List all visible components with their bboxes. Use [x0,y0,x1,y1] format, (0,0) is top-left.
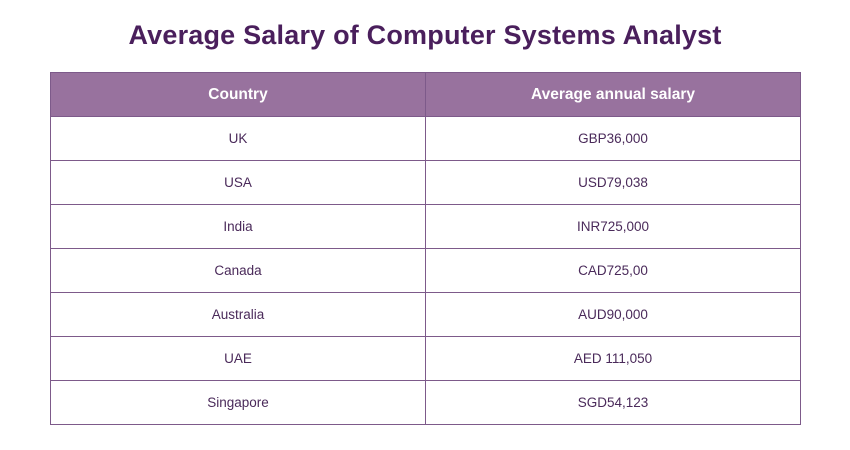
country-cell: USA [50,160,426,205]
country-cell: Singapore [50,380,426,425]
page-title: Average Salary of Computer Systems Analy… [128,20,722,50]
salary-cell: AED 111,050 [425,336,801,381]
salary-cell: GBP36,000 [425,116,801,161]
table-row: India INR725,000 [50,204,801,249]
country-cell: Australia [50,292,426,337]
table-header-row: Country Average annual salary [50,72,801,117]
table-row: UK GBP36,000 [50,116,801,161]
salary-cell: AUD90,000 [425,292,801,337]
table-row: Canada CAD725,00 [50,248,801,293]
table-row: UAE AED 111,050 [50,336,801,381]
table-row: USA USD79,038 [50,160,801,205]
country-cell: Canada [50,248,426,293]
column-header-country: Country [50,72,426,117]
salary-cell: USD79,038 [425,160,801,205]
salary-table: Country Average annual salary UK GBP36,0… [50,72,801,425]
salary-cell: INR725,000 [425,204,801,249]
country-cell: India [50,204,426,249]
column-header-salary: Average annual salary [425,72,801,117]
salary-cell: CAD725,00 [425,248,801,293]
country-cell: UAE [50,336,426,381]
table-row: Singapore SGD54,123 [50,380,801,425]
country-cell: UK [50,116,426,161]
salary-cell: SGD54,123 [425,380,801,425]
table-row: Australia AUD90,000 [50,292,801,337]
